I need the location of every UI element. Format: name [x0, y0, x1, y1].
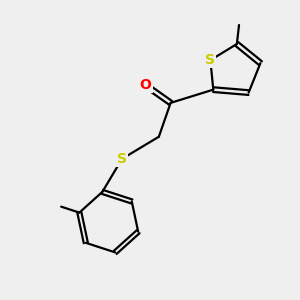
Text: O: O [140, 78, 152, 92]
Text: S: S [117, 152, 127, 166]
Text: S: S [206, 53, 215, 67]
